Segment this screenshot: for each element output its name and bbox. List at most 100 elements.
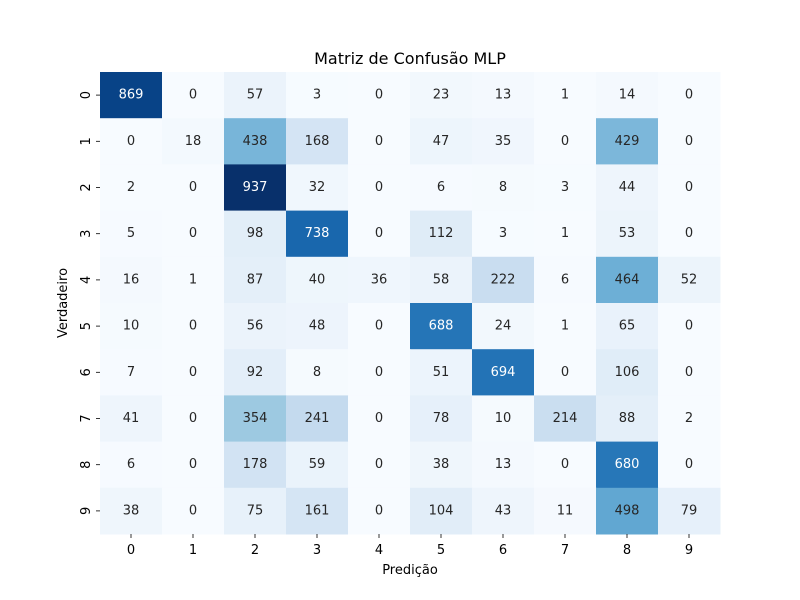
heatmap-cell xyxy=(348,164,411,212)
heatmap-cell xyxy=(224,349,287,396)
heatmap-cell xyxy=(410,303,473,350)
heatmap-cell xyxy=(100,256,163,304)
y-axis: 0 1 2 3 4 5 6 7 8 9 xyxy=(79,91,100,515)
cell-value-label: 498 xyxy=(615,503,640,518)
cell-value-label: 8 xyxy=(499,180,507,195)
cell-value-label: 53 xyxy=(619,226,636,241)
heatmap-cell xyxy=(162,210,225,258)
cell-value-label: 43 xyxy=(495,503,512,518)
cell-value-label: 0 xyxy=(685,88,693,103)
y-tick-label: 9 xyxy=(79,507,94,515)
heatmap-cell xyxy=(286,441,349,489)
cell-value-label: 57 xyxy=(247,88,264,103)
cell-value-label: 1 xyxy=(561,88,569,103)
x-tick-label: 3 xyxy=(313,543,321,558)
cell-value-label: 0 xyxy=(561,365,569,380)
heatmap-cell xyxy=(224,256,287,304)
cell-value-label: 11 xyxy=(557,503,574,518)
heatmap-cell xyxy=(100,349,163,396)
cell-value-label: 5 xyxy=(127,226,135,241)
heatmap-cell xyxy=(100,395,163,443)
heatmap-cell xyxy=(224,164,287,212)
heatmap-cell xyxy=(100,441,163,489)
y-tick-label: 5 xyxy=(79,322,94,330)
heatmap-cell xyxy=(472,256,535,304)
heatmap-cell xyxy=(472,210,535,258)
cell-value-label: 13 xyxy=(495,457,512,472)
cell-value-label: 0 xyxy=(375,319,383,334)
heatmap-cell xyxy=(410,395,473,443)
cell-value-label: 98 xyxy=(247,226,264,241)
heatmap-cell xyxy=(596,395,659,443)
heatmap-cell xyxy=(596,349,659,396)
cell-value-label: 78 xyxy=(433,411,450,426)
cell-value-label: 0 xyxy=(685,319,693,334)
y-tick-label: 8 xyxy=(79,461,94,469)
cell-value-label: 0 xyxy=(685,365,693,380)
cell-value-label: 2 xyxy=(127,180,135,195)
x-tick-label: 4 xyxy=(375,543,383,558)
cell-value-label: 0 xyxy=(189,319,197,334)
y-tick-label: 7 xyxy=(79,414,94,422)
x-tick-label: 1 xyxy=(189,543,197,558)
heatmap-cell xyxy=(658,210,721,258)
heatmap-cell xyxy=(596,256,659,304)
cell-value-label: 738 xyxy=(305,226,330,241)
cell-value-label: 48 xyxy=(309,319,326,334)
cell-value-label: 35 xyxy=(495,134,512,149)
x-tick-label: 0 xyxy=(127,543,135,558)
cell-value-label: 0 xyxy=(685,134,693,149)
heatmap-cell xyxy=(348,72,411,119)
heatmap-cells: 869 0 57 3 0 23 13 1 14 00 18 438 168 0 47 35 0 429 02 0 937… xyxy=(100,72,721,535)
cell-value-label: 7 xyxy=(127,365,135,380)
heatmap-cell xyxy=(410,72,473,119)
cell-value-label: 937 xyxy=(243,180,268,195)
cell-value-label: 0 xyxy=(375,457,383,472)
heatmap-cell xyxy=(596,303,659,350)
heatmap-cell xyxy=(224,441,287,489)
x-tick-label: 9 xyxy=(685,543,693,558)
heatmap-cell xyxy=(410,441,473,489)
heatmap-cell xyxy=(534,256,597,304)
cell-value-label: 3 xyxy=(313,88,321,103)
heatmap-cell xyxy=(348,256,411,304)
y-tick-label: 6 xyxy=(79,368,94,376)
heatmap-cell xyxy=(224,210,287,258)
heatmap-cell xyxy=(348,210,411,258)
heatmap-cell xyxy=(596,118,659,165)
heatmap-cell xyxy=(410,118,473,165)
cell-value-label: 24 xyxy=(495,319,512,334)
cell-value-label: 3 xyxy=(499,226,507,241)
heatmap-cell xyxy=(472,349,535,396)
cell-value-label: 241 xyxy=(305,411,330,426)
cell-value-label: 1 xyxy=(561,226,569,241)
heatmap-cell xyxy=(348,349,411,396)
x-tick-label: 7 xyxy=(561,543,569,558)
y-tick-label: 0 xyxy=(79,91,94,99)
heatmap-cell xyxy=(658,441,721,489)
cell-value-label: 168 xyxy=(305,134,330,149)
cell-value-label: 429 xyxy=(615,134,640,149)
cell-value-label: 0 xyxy=(375,180,383,195)
cell-value-label: 680 xyxy=(615,457,640,472)
cell-value-label: 0 xyxy=(375,88,383,103)
x-axis: 0 1 2 3 4 5 6 7 8 9 xyxy=(127,534,693,558)
heatmap-cell xyxy=(534,487,597,535)
heatmap-cell xyxy=(534,441,597,489)
cell-value-label: 0 xyxy=(189,88,197,103)
cell-value-label: 6 xyxy=(437,180,445,195)
heatmap-cell xyxy=(100,210,163,258)
cell-value-label: 0 xyxy=(189,365,197,380)
cell-value-label: 75 xyxy=(247,503,264,518)
heatmap-cell xyxy=(348,441,411,489)
heatmap-cell xyxy=(472,487,535,535)
cell-value-label: 0 xyxy=(189,180,197,195)
cell-value-label: 0 xyxy=(189,457,197,472)
cell-value-label: 6 xyxy=(561,272,569,287)
heatmap-cell xyxy=(534,210,597,258)
heatmap-cell xyxy=(286,256,349,304)
heatmap-cell xyxy=(100,72,163,119)
heatmap-cell xyxy=(224,487,287,535)
heatmap-cell xyxy=(224,395,287,443)
heatmap-cell xyxy=(534,164,597,212)
